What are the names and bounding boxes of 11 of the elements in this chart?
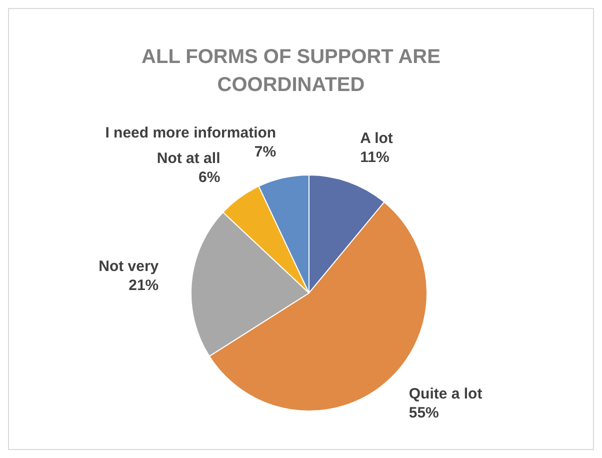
slice-label: A lot bbox=[360, 130, 393, 147]
data-label: 21% bbox=[128, 276, 159, 294]
slice-label: Not at all bbox=[156, 150, 220, 167]
chart-title: ALL FORMS OF SUPPORT ARE COORDINATED bbox=[142, 46, 440, 96]
slice-label: Not very bbox=[98, 258, 160, 275]
data-label: 7% bbox=[254, 144, 276, 161]
slice-label: I need more information bbox=[105, 124, 276, 142]
data-label: 6% bbox=[198, 168, 220, 186]
data-label: 11% bbox=[360, 148, 390, 166]
data-label: 55% bbox=[408, 404, 439, 422]
slice-label: Quite a lot bbox=[408, 385, 482, 402]
